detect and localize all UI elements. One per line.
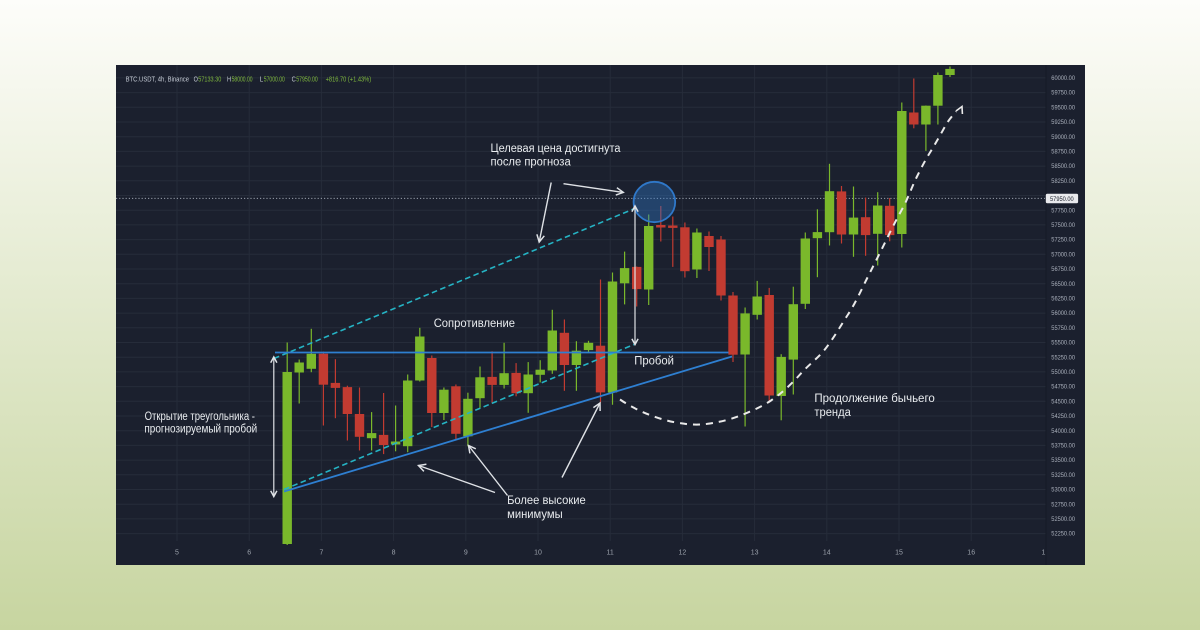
svg-text:53500.00: 53500.00 [1051, 457, 1075, 464]
svg-text:59500.00: 59500.00 [1051, 104, 1075, 111]
svg-text:H: H [227, 74, 231, 83]
svg-text:54000.00: 54000.00 [1051, 427, 1075, 434]
svg-text:10: 10 [534, 549, 542, 556]
svg-text:55500.00: 55500.00 [1051, 339, 1075, 346]
svg-text:O: O [194, 74, 198, 83]
svg-text:53000.00: 53000.00 [1051, 486, 1075, 493]
svg-text:+816.70 (+1.43%): +816.70 (+1.43%) [326, 74, 372, 83]
svg-text:Открытие треугольника -: Открытие треугольника - [145, 411, 256, 423]
svg-text:55750.00: 55750.00 [1051, 324, 1075, 331]
svg-text:12: 12 [679, 549, 687, 556]
svg-text:52500.00: 52500.00 [1051, 516, 1075, 523]
svg-text:59750.00: 59750.00 [1051, 89, 1075, 96]
svg-text:55250.00: 55250.00 [1051, 354, 1075, 361]
svg-text:1: 1 [1041, 549, 1045, 556]
svg-text:57000.00: 57000.00 [264, 74, 285, 83]
svg-text:57950.00: 57950.00 [296, 74, 318, 83]
svg-text:59000.00: 59000.00 [1051, 133, 1075, 140]
svg-text:52750.00: 52750.00 [1051, 501, 1075, 508]
svg-text:54250.00: 54250.00 [1051, 413, 1075, 420]
svg-text:57500.00: 57500.00 [1051, 222, 1075, 229]
svg-text:55000.00: 55000.00 [1051, 369, 1075, 376]
svg-text:56750.00: 56750.00 [1051, 266, 1075, 273]
svg-text:56000.00: 56000.00 [1051, 310, 1075, 317]
svg-text:52250.00: 52250.00 [1051, 530, 1075, 537]
svg-text:57950.00: 57950.00 [1050, 195, 1074, 202]
svg-text:9: 9 [464, 549, 468, 556]
svg-text:5: 5 [175, 549, 179, 556]
svg-text:Пробой: Пробой [634, 355, 674, 367]
svg-text:56250.00: 56250.00 [1051, 295, 1075, 302]
svg-text:56500.00: 56500.00 [1051, 280, 1075, 287]
svg-text:минимумы: минимумы [507, 508, 563, 520]
svg-text:58000.00: 58000.00 [232, 74, 253, 83]
svg-text:7: 7 [319, 549, 323, 556]
svg-text:после прогноза: после прогноза [491, 156, 572, 168]
svg-text:13: 13 [751, 549, 759, 556]
svg-text:L: L [260, 74, 264, 83]
svg-text:53250.00: 53250.00 [1051, 471, 1075, 478]
svg-text:57250.00: 57250.00 [1051, 236, 1075, 243]
svg-text:58500.00: 58500.00 [1051, 163, 1075, 170]
svg-text:Целевая цена достигнута: Целевая цена достигнута [491, 143, 622, 155]
svg-text:59250.00: 59250.00 [1051, 119, 1075, 126]
svg-text:C: C [292, 74, 297, 83]
svg-text:16: 16 [967, 549, 975, 556]
svg-text:60000.00: 60000.00 [1051, 75, 1075, 82]
svg-text:15: 15 [895, 549, 903, 556]
svg-text:11: 11 [607, 549, 614, 556]
svg-text:BTC.USDT, 4h, Binance: BTC.USDT, 4h, Binance [126, 74, 189, 83]
svg-text:57750.00: 57750.00 [1051, 207, 1075, 214]
svg-text:53750.00: 53750.00 [1051, 442, 1075, 449]
svg-text:тренда: тренда [814, 407, 851, 419]
svg-text:8: 8 [392, 549, 396, 556]
svg-text:Сопротивление: Сопротивление [434, 317, 515, 329]
svg-text:58250.00: 58250.00 [1051, 177, 1075, 184]
svg-text:прогнозируемый пробой: прогнозируемый пробой [144, 423, 257, 435]
svg-text:Более высокие: Более высокие [507, 494, 586, 506]
svg-text:54500.00: 54500.00 [1051, 398, 1075, 405]
svg-text:Продолжение бычьего: Продолжение бычьего [814, 393, 934, 405]
svg-text:14: 14 [823, 549, 831, 556]
svg-text:57133.30: 57133.30 [198, 74, 221, 83]
svg-text:58750.00: 58750.00 [1051, 148, 1075, 155]
svg-text:6: 6 [247, 549, 251, 556]
svg-text:54750.00: 54750.00 [1051, 383, 1075, 390]
svg-text:57000.00: 57000.00 [1051, 251, 1075, 258]
